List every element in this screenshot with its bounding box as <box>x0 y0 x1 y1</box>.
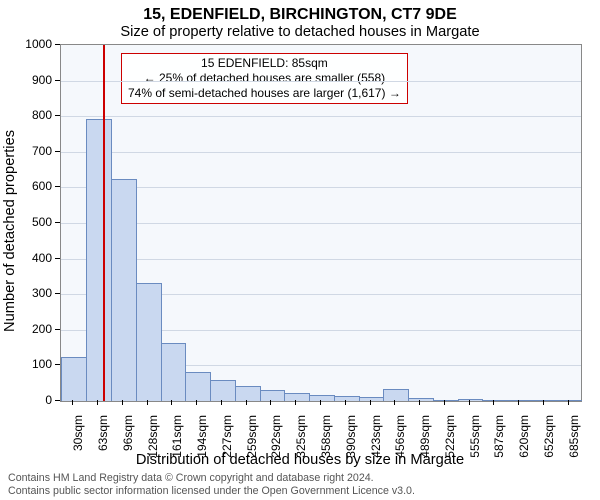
y-tick-mark <box>55 222 60 223</box>
x-tick-mark <box>394 400 395 405</box>
y-tick-mark <box>55 44 60 45</box>
annotation-line-1: 15 EDENFIELD: 85sqm <box>128 56 401 71</box>
histogram-bar <box>185 372 211 401</box>
histogram-bar <box>557 400 583 401</box>
x-tick-mark <box>196 400 197 405</box>
x-tick-mark <box>444 400 445 405</box>
y-tick-label: 800 <box>12 108 52 122</box>
footer-line-2: Contains public sector information licen… <box>8 485 592 498</box>
x-tick-mark <box>171 400 172 405</box>
gridline <box>61 259 581 260</box>
y-axis-label: Number of detached properties <box>2 130 18 332</box>
gridline <box>61 116 581 117</box>
x-tick-mark <box>246 400 247 405</box>
y-tick-mark <box>55 186 60 187</box>
y-tick-mark <box>55 400 60 401</box>
y-tick-label: 500 <box>12 215 52 229</box>
annotation-box: 15 EDENFIELD: 85sqm ← 25% of detached ho… <box>121 53 408 104</box>
chart-title-description: Size of property relative to detached ho… <box>0 24 600 40</box>
histogram-bar <box>210 380 236 401</box>
x-tick-mark <box>72 400 73 405</box>
histogram-bar <box>284 393 310 401</box>
footer-attribution: Contains HM Land Registry data © Crown c… <box>8 472 592 498</box>
x-axis-label: Distribution of detached houses by size … <box>0 452 600 468</box>
x-tick-mark <box>568 400 569 405</box>
gridline <box>61 152 581 153</box>
gridline <box>61 223 581 224</box>
chart-title-address: 15, EDENFIELD, BIRCHINGTON, CT7 9DE <box>0 6 600 24</box>
y-tick-label: 900 <box>12 73 52 87</box>
x-tick-mark <box>270 400 271 405</box>
x-tick-mark <box>469 400 470 405</box>
x-tick-mark <box>518 400 519 405</box>
histogram-bar <box>458 399 484 401</box>
y-tick-mark <box>55 258 60 259</box>
histogram-bar <box>408 398 434 401</box>
histogram-bar <box>383 389 409 401</box>
y-tick-label: 700 <box>12 144 52 158</box>
histogram-bar <box>433 400 459 401</box>
property-marker-line <box>103 45 105 401</box>
y-tick-label: 400 <box>12 251 52 265</box>
y-tick-mark <box>55 293 60 294</box>
y-tick-mark <box>55 151 60 152</box>
histogram-bar <box>532 400 558 401</box>
x-tick-mark <box>295 400 296 405</box>
x-tick-mark <box>419 400 420 405</box>
x-tick-mark <box>221 400 222 405</box>
x-tick-mark <box>320 400 321 405</box>
y-tick-mark <box>55 329 60 330</box>
y-tick-label: 600 <box>12 179 52 193</box>
y-tick-mark <box>55 80 60 81</box>
y-tick-label: 200 <box>12 322 52 336</box>
histogram-bar <box>136 283 162 401</box>
y-tick-mark <box>55 115 60 116</box>
x-tick-mark <box>122 400 123 405</box>
gridline <box>61 187 581 188</box>
x-tick-mark <box>345 400 346 405</box>
histogram-bar <box>260 390 286 401</box>
histogram-bar <box>334 396 360 401</box>
y-tick-label: 300 <box>12 286 52 300</box>
plot-area: 15 EDENFIELD: 85sqm ← 25% of detached ho… <box>60 44 582 402</box>
y-tick-label: 0 <box>12 393 52 407</box>
y-tick-label: 100 <box>12 357 52 371</box>
x-tick-mark <box>543 400 544 405</box>
gridline <box>61 81 581 82</box>
x-tick-mark <box>493 400 494 405</box>
histogram-bar <box>482 400 508 401</box>
footer-line-1: Contains HM Land Registry data © Crown c… <box>8 472 592 485</box>
histogram-bar <box>359 397 385 401</box>
chart-container: 15, EDENFIELD, BIRCHINGTON, CT7 9DE Size… <box>0 0 600 500</box>
x-tick-mark <box>370 400 371 405</box>
y-tick-label: 1000 <box>12 37 52 51</box>
annotation-line-2: ← 25% of detached houses are smaller (55… <box>128 71 401 86</box>
histogram-bar <box>86 119 112 401</box>
histogram-bar <box>61 357 87 401</box>
y-tick-mark <box>55 364 60 365</box>
histogram-bar <box>309 395 335 401</box>
annotation-line-3: 74% of semi-detached houses are larger (… <box>128 86 401 101</box>
histogram-bar <box>507 400 533 401</box>
x-tick-mark <box>147 400 148 405</box>
x-tick-mark <box>97 400 98 405</box>
histogram-bar <box>161 343 187 401</box>
histogram-bar <box>111 179 137 401</box>
histogram-bar <box>235 386 261 401</box>
